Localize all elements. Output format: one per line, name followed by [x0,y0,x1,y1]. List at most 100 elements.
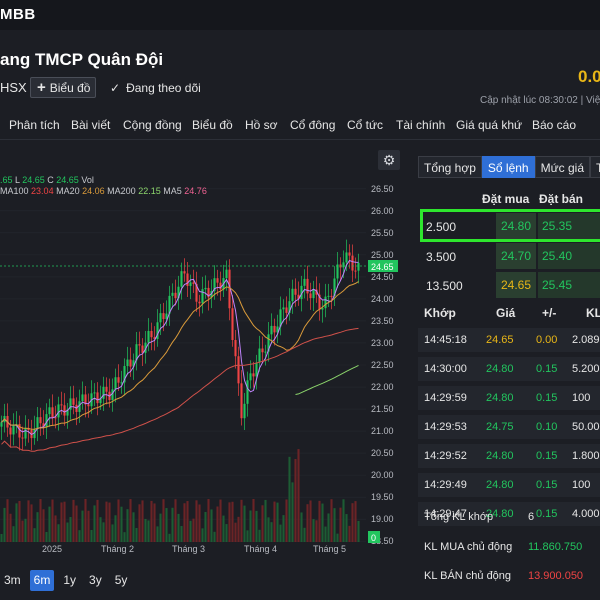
volume-bar [144,518,147,542]
candle-body [300,285,303,300]
volume-bar [195,500,198,542]
volume-bar [162,499,165,542]
trade-volume: 50.000 [572,421,600,433]
volume-bar [318,500,321,542]
candle-body [24,428,27,439]
volume-bar [141,500,144,542]
tab-reports[interactable]: Báo cáo [532,118,577,132]
candle-body [42,423,45,428]
follow-label: Đang theo dõi [126,81,201,95]
volume-bar [174,499,177,542]
candle-body [333,278,336,297]
tab-community[interactable]: Cộng đồng [123,118,182,132]
volume-bar [198,504,201,542]
candle-body [72,398,75,405]
y-tick-label: 21.00 [371,426,394,436]
candle-body [102,386,105,399]
candle-body [201,289,204,304]
price-chart[interactable]: 26.50 26.00 25.50 25.00 24.50 24.00 23.50 23.00… [0,150,410,600]
trade-price: 24.65 [486,334,514,346]
gear-icon[interactable]: ⚙ [378,150,400,170]
volume-bar [135,527,138,542]
candle-body [234,339,237,357]
trade-time: 14:30:00 [424,363,467,375]
candle-body [198,301,201,304]
trade-change: 0.15 [536,392,558,404]
tab-more[interactable]: T [590,156,600,178]
volume-bar [309,500,312,542]
trade-volume: 100 [572,479,591,491]
trades-col-time: Khớp [424,306,456,320]
trade-row: 14:29:52 24.80 0.15 1.800 [418,444,600,468]
volume-bar [84,499,87,542]
volume-bar [264,499,267,542]
tab-chart[interactable]: Biểu đồ [192,118,233,132]
candle-body [18,424,21,438]
range-5y[interactable]: 5y [114,573,128,587]
tab-analysis[interactable]: Phân tích [9,118,60,132]
volume-bar [339,507,342,542]
y-tick-label: 21.50 [371,404,394,414]
tab-history[interactable]: Giá quá khứ [456,118,523,132]
volume-bar [219,499,222,542]
volume-bar [132,512,135,542]
top-bar: MBB [0,0,600,30]
candle-body [36,417,39,429]
tab-summary[interactable]: Tổng hợp [418,156,482,178]
candle-body [318,294,321,310]
trade-row: 14:29:49 24.80 0.15 100 [418,473,600,497]
volume-bar [171,507,174,542]
tab-orderbook[interactable]: Sổ lệnh [481,156,535,178]
follow-button[interactable]: ✓ Đang theo dõi [110,81,201,95]
summary-value: 6 [528,511,535,523]
tab-shareholders[interactable]: Cổ đông [290,118,336,132]
tab-posts[interactable]: Bài viết [71,118,111,132]
volume-bar [18,500,21,542]
trade-time: 14:29:59 [424,392,467,404]
range-1y[interactable]: 1y [63,573,77,587]
candle-body [111,389,114,401]
range-3y[interactable]: 3y [89,573,102,587]
volume-bar [255,510,258,542]
tab-profile[interactable]: Hồ sơ [245,118,278,132]
highlight-box [420,209,600,242]
summary-label: KL MUA chủ động [424,541,513,553]
panel-tabs: Tổng hợp Sổ lệnh Mức giá T [418,156,600,178]
volume-bar [45,531,48,542]
volume-bar [342,499,345,542]
volume-bar [33,528,36,542]
volume-bar [75,505,78,542]
range-6m[interactable]: 6m [29,570,55,591]
trade-change: 0.15 [536,479,558,491]
candle-body [255,362,258,377]
trade-time: 14:29:52 [424,450,467,462]
ma20-label: MA20 [56,186,80,196]
summary-row: KL MUA chủ động 11.860.750 [418,535,600,559]
tab-price-levels[interactable]: Mức giá [534,156,590,178]
volume-bar [333,508,336,542]
tab-dividends[interactable]: Cổ tức [347,118,384,132]
candle-body [327,295,330,297]
y-tick-label: 20.50 [371,448,394,458]
chart-button[interactable]: + Biểu đồ [30,77,96,98]
tab-financials[interactable]: Tài chính [396,118,446,132]
last-price-label: 24.65 [371,262,394,272]
y-axis: 26.50 26.00 25.50 25.00 24.50 24.00 23.50 23.00… [371,184,394,546]
orderbook-row: 2.500 24.80 25.35 [418,213,600,239]
volume-bar [150,500,153,542]
plus-icon: + [37,79,46,96]
ma100-line [1,327,359,452]
volume-bar [231,501,234,542]
y-tick-label: 23.50 [371,316,394,326]
volume-bar [15,503,18,542]
candle-body [177,286,180,299]
volume-bar [327,513,330,542]
ma200-line [295,364,359,395]
ma100-value: 23.04 [31,186,54,196]
range-3m[interactable]: 3m [4,573,21,587]
trade-price: 24.80 [486,508,514,520]
candle-body [261,348,264,353]
ma100-label: MA100 [0,186,29,196]
bid-header: Đặt mua [482,192,530,206]
ma5-label: MA5 [163,186,182,196]
